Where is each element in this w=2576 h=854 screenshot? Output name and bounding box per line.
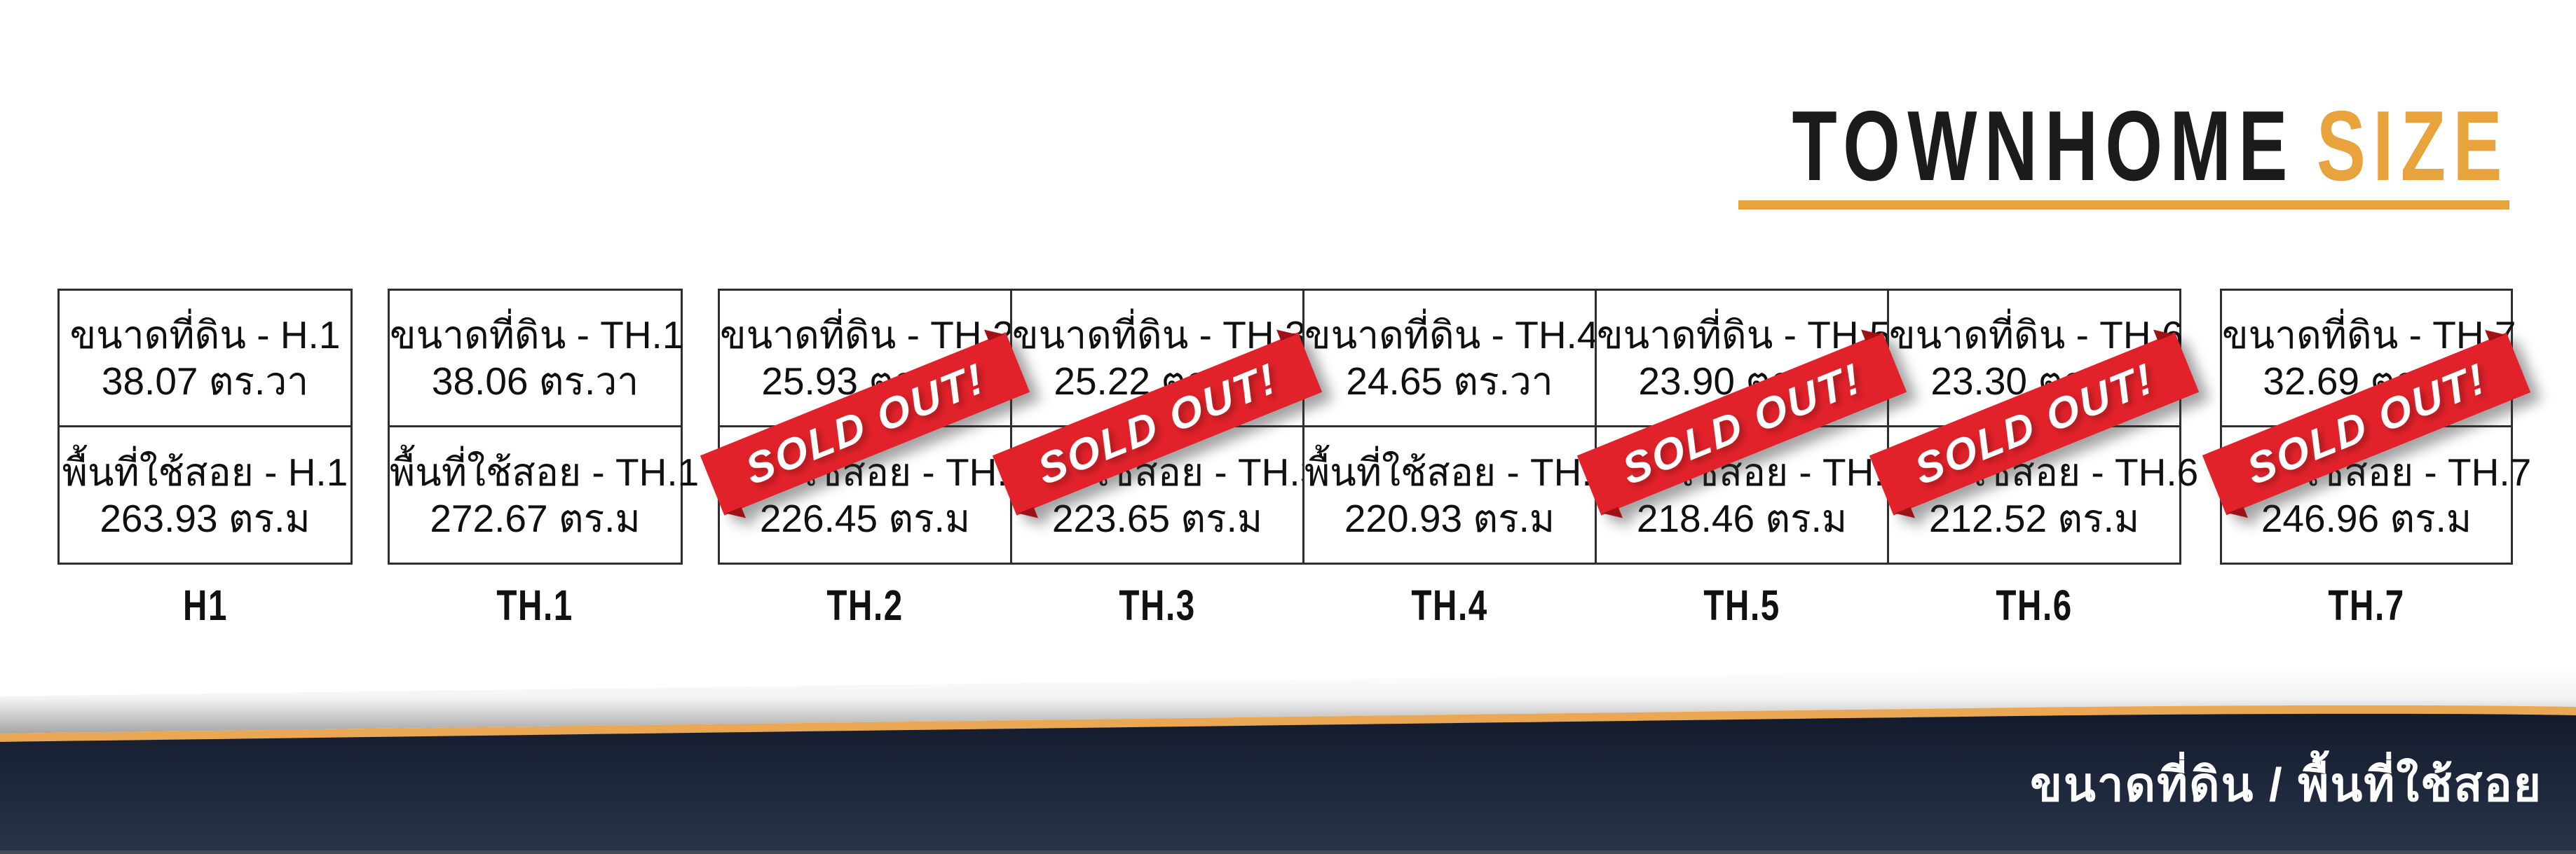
usable-area-value: 212.52 ตร.ม bbox=[1928, 496, 2140, 540]
land-size-title: ขนาดที่ดิน - TH.4 bbox=[1304, 313, 1599, 357]
land-size-cell: ขนาดที่ดิน - TH.4 24.65 ตร.วา bbox=[1304, 291, 1599, 427]
usable-area-cell: พื้นที่ใช้สอย - TH.3 223.65 ตร.ม bbox=[1012, 427, 1321, 563]
land-size-title: ขนาดที่ดิน - TH.1 bbox=[390, 313, 684, 357]
land-size-cell: ขนาดที่ดิน - H.1 38.07 ตร.วา bbox=[60, 291, 350, 427]
unit-card-th2: ขนาดที่ดิน - TH.2 25.93 ตร.วา พื้นที่ใช้… bbox=[700, 289, 1030, 565]
usable-area-title: พื้นที่ใช้สอย - H.1 bbox=[62, 450, 348, 494]
land-size-cell: ขนาดที่ดิน - TH.1 38.06 ตร.วา bbox=[390, 291, 684, 427]
band-bottom-edge bbox=[0, 850, 2576, 854]
band-shadow bbox=[0, 668, 2576, 734]
footer-caption: ขนาดที่ดิน / พื้นที่ใช้สอย bbox=[2030, 759, 2542, 811]
unit-label-th2: TH.2 bbox=[826, 581, 904, 629]
unit-label-th7: TH.7 bbox=[2328, 581, 2405, 629]
usable-area-value: 223.65 ตร.ม bbox=[1051, 496, 1263, 540]
unit-label-th6: TH.6 bbox=[1996, 581, 2073, 629]
unit-card-th3: ขนาดที่ดิน - TH.3 25.22 ตร.วา พื้นที่ใช้… bbox=[992, 289, 1323, 565]
unit-label-h1: H1 bbox=[182, 581, 228, 629]
usable-area-value: 220.93 ตร.ม bbox=[1344, 496, 1555, 540]
band-navy bbox=[0, 713, 2576, 854]
unit-label-th1: TH.1 bbox=[496, 581, 574, 629]
land-size-value: 38.06 ตร.วา bbox=[431, 359, 639, 403]
unit-card-th1: ขนาดที่ดิน - TH.1 38.06 ตร.วา พื้นที่ใช้… bbox=[388, 289, 700, 565]
usable-area-value: 272.67 ตร.ม bbox=[430, 496, 641, 540]
usable-area-value: 263.93 ตร.ม bbox=[100, 496, 311, 540]
usable-area-cell: พื้นที่ใช้สอย - TH.6 212.52 ตร.ม bbox=[1889, 427, 2198, 563]
usable-area-value: 218.46 ตร.ม bbox=[1636, 496, 1848, 540]
usable-area-cell: พื้นที่ใช้สอย - TH.4 220.93 ตร.ม bbox=[1304, 427, 1614, 563]
usable-area-title: พื้นที่ใช้สอย - TH.4 bbox=[1304, 450, 1614, 494]
unit-card-th6: ขนาดที่ดิน - TH.6 23.30 ตร.วา พื้นที่ใช้… bbox=[1869, 289, 2200, 565]
footer-band bbox=[0, 668, 2576, 854]
unit-card-th4: ขนาดที่ดิน - TH.4 24.65 ตร.วา พื้นที่ใช้… bbox=[1302, 289, 1614, 565]
land-size-value: 38.07 ตร.วา bbox=[101, 359, 309, 403]
title-word-size: SIZE bbox=[2316, 90, 2509, 202]
unit-card-th5: ขนาดที่ดิน - TH.5 23.90 ตร.วา พื้นที่ใช้… bbox=[1576, 289, 1907, 565]
title-underline bbox=[1738, 200, 2509, 209]
unit-label-th4: TH.4 bbox=[1411, 581, 1488, 629]
title-word-townhome: TOWNHOME bbox=[1792, 90, 2295, 202]
unit-card-h1: ขนาดที่ดิน - H.1 38.07 ตร.วา พื้นที่ใช้ส… bbox=[57, 289, 353, 565]
usable-area-value: 246.96 ตร.ม bbox=[2261, 496, 2472, 540]
land-size-value: 24.65 ตร.วา bbox=[1346, 359, 1553, 403]
unit-label-th5: TH.5 bbox=[1703, 581, 1780, 629]
usable-area-title: พื้นที่ใช้สอย - TH.1 bbox=[390, 450, 700, 494]
land-size-title: ขนาดที่ดิน - H.1 bbox=[69, 313, 341, 357]
usable-area-value: 226.45 ตร.ม bbox=[759, 496, 971, 540]
unit-label-th3: TH.3 bbox=[1119, 581, 1196, 629]
unit-card-th7: ขนาดที่ดิน - TH.7 32.69 ตร.วา พื้นที่ใช้… bbox=[2202, 289, 2531, 565]
usable-area-cell: พื้นที่ใช้สอย - TH.1 272.67 ตร.ม bbox=[390, 427, 700, 563]
usable-area-cell: พื้นที่ใช้สอย - H.1 263.93 ตร.ม bbox=[60, 427, 350, 563]
page-title: TOWNHOME SIZE bbox=[1792, 97, 2509, 196]
